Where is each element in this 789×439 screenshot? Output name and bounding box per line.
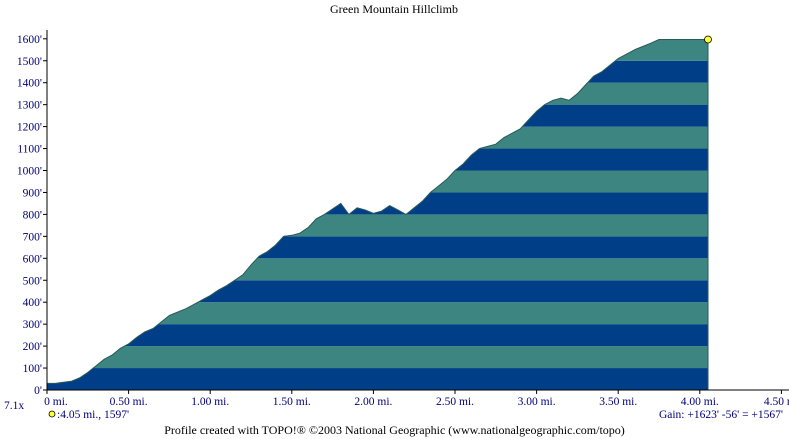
end-point-marker xyxy=(704,35,712,44)
x-tick-label: 2.00 mi. xyxy=(354,396,392,408)
y-tick-label: 1400' xyxy=(17,78,42,90)
y-tick-label: 900' xyxy=(23,187,42,199)
y-tick-label: 800' xyxy=(23,209,42,221)
x-tick-label: 3.50 mi. xyxy=(599,396,637,408)
elevation-band xyxy=(47,60,708,83)
profile-outline xyxy=(46,39,709,391)
x-tick-label: 4.00 mi. xyxy=(681,396,719,408)
elevation-band xyxy=(47,302,708,325)
y-tick-label: 200' xyxy=(23,341,42,353)
y-tick-label: 1000' xyxy=(17,166,42,178)
elevation-band xyxy=(47,214,708,237)
y-tick-label: 0' xyxy=(34,385,42,397)
elevation-band xyxy=(47,280,708,303)
elevation-band xyxy=(47,324,708,347)
x-tick-label: 0.50 mi. xyxy=(110,396,148,408)
x-tick-label: 4.50 mi xyxy=(764,396,789,408)
y-tick-label: 300' xyxy=(23,319,42,331)
x-axis-ticks: 0 mi. 0.50 mi. 1.00 mi. 1.50 mi. 2.00 mi. 2.5… xyxy=(44,390,789,408)
y-tick-label: 1100' xyxy=(17,144,42,156)
elevation-band xyxy=(47,192,708,215)
y-tick-label: 1200' xyxy=(17,122,42,134)
y-tick-label: 500' xyxy=(23,275,42,287)
chart-title: Green Mountain Hillclimb xyxy=(330,2,458,16)
y-tick-label: 700' xyxy=(23,231,42,243)
elevation-band xyxy=(47,148,708,171)
x-tick-label: 2.50 mi. xyxy=(436,396,474,408)
x-tick-label: 1.00 mi. xyxy=(191,396,229,408)
elevation-band xyxy=(47,39,708,61)
elevation-band xyxy=(47,368,708,390)
marker-legend-icon xyxy=(48,410,56,418)
y-tick-label: 1300' xyxy=(17,100,42,112)
elevation-band xyxy=(47,104,708,127)
x-tick-label: 0 mi. xyxy=(44,396,68,408)
x-tick-label: 1.50 mi. xyxy=(273,396,311,408)
elevation-band xyxy=(47,126,708,149)
elevation-band xyxy=(47,346,708,369)
gain-summary: Gain: +1623' -56' = +1567' xyxy=(659,409,783,421)
elevation-band xyxy=(47,28,781,39)
y-tick-label: 100' xyxy=(23,363,42,375)
vertical-exaggeration-label: 7.1x xyxy=(4,400,24,412)
elevation-bands xyxy=(47,28,781,390)
x-tick-label: 3.00 mi. xyxy=(518,396,556,408)
elevation-band xyxy=(47,258,708,281)
y-tick-label: 600' xyxy=(23,253,42,265)
y-tick-label: 1600' xyxy=(17,34,42,46)
credit-line: Profile created with TOPO!® ©2003 Nation… xyxy=(164,423,625,437)
elevation-band xyxy=(47,82,708,105)
marker-info: :4.05 mi., 1597' xyxy=(57,409,129,421)
elevation-band xyxy=(47,236,708,259)
y-tick-label: 1500' xyxy=(17,56,42,68)
y-axis-ticks: 0' 100' 200' 300' 400' 500' 600' 700' 800' 900' 10… xyxy=(17,34,47,397)
y-tick-label: 400' xyxy=(23,297,42,309)
elevation-band xyxy=(47,170,708,193)
